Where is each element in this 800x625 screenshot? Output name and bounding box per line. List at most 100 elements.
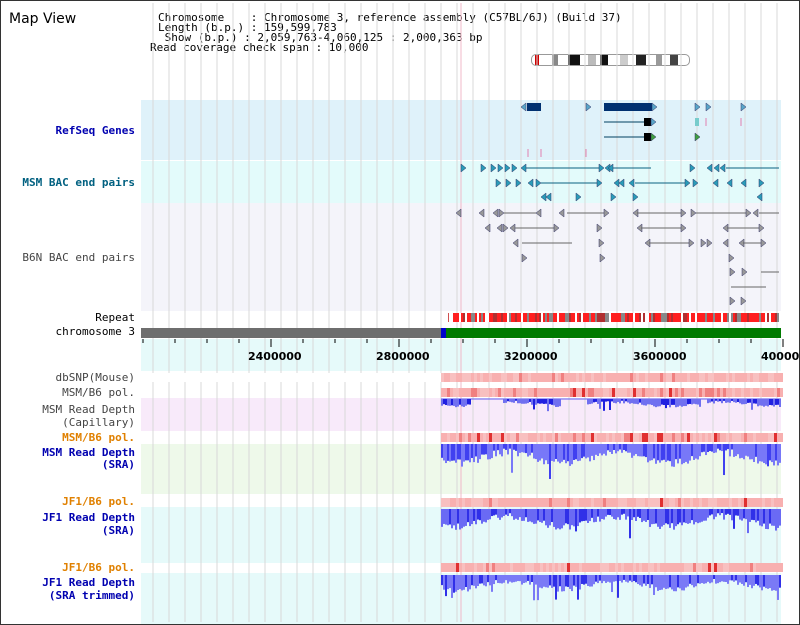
pol-cell (510, 498, 513, 507)
pol-cell (450, 373, 453, 382)
gene-arrow (596, 178, 603, 188)
depth-bar (593, 575, 595, 585)
depth-bar (519, 399, 521, 404)
depth-bar (753, 444, 755, 463)
depth-bar (491, 575, 493, 592)
depth-bar (583, 444, 585, 457)
depth-bar (619, 444, 621, 450)
depth-bar (715, 399, 717, 401)
chromosome-bar-gray (141, 328, 441, 338)
repeat-segment (571, 313, 573, 322)
pol-cell (774, 373, 777, 382)
pol-cell (516, 498, 519, 507)
pol-cell (564, 433, 567, 442)
depth-bar (769, 444, 771, 461)
depth-bar (473, 575, 475, 586)
pol-cell (633, 373, 636, 382)
depth-bar (779, 399, 781, 407)
pol-cell (495, 498, 498, 507)
pol-cell (480, 433, 483, 442)
depth-bar (745, 575, 747, 583)
depth-bar (625, 575, 627, 582)
pol-cell (543, 498, 546, 507)
pol-cell (498, 373, 501, 382)
depth-bar (669, 509, 671, 528)
pol-cell (621, 373, 624, 382)
depth-bar (595, 509, 597, 522)
pol-cell (690, 563, 693, 572)
pol-cell (600, 388, 603, 397)
pol-cell (744, 498, 747, 507)
pol-cell (576, 433, 579, 442)
repeat-segment (627, 313, 629, 322)
depth-bar (481, 575, 483, 584)
axis-tick-label: 4000000 (761, 350, 800, 363)
pol-cell (735, 433, 738, 442)
depth-bar (669, 399, 671, 408)
depth-bar (733, 575, 735, 582)
pol-cell (756, 563, 759, 572)
repeat-segment (563, 313, 565, 322)
depth-bar (515, 444, 517, 451)
repeat-segment (729, 313, 731, 322)
pol-cell (735, 388, 738, 397)
depth-bar (743, 509, 745, 519)
depth-bar (729, 575, 731, 581)
gene-arrow (598, 238, 605, 248)
depth-bar (469, 444, 471, 463)
pol-cell (507, 373, 510, 382)
depth-bar (551, 575, 553, 588)
jf1-depth-trim-label: JF1 Read Depth (42, 576, 135, 589)
pol-cell (555, 498, 558, 507)
depth-bar (557, 575, 559, 592)
repeat-segment (449, 313, 451, 322)
repeat-segment (511, 313, 513, 322)
repeat-segment (687, 313, 689, 322)
pol-cell (477, 388, 480, 397)
depth-bar (673, 399, 675, 405)
depth-bar (509, 444, 511, 449)
pol-cell (564, 563, 567, 572)
gene-arrow (460, 163, 467, 173)
gene-arrow (680, 208, 687, 218)
pol-cell (579, 563, 582, 572)
pol-cell (612, 563, 615, 572)
pol-cell (759, 388, 762, 397)
depth-bar (613, 509, 615, 520)
pol-cell (699, 388, 702, 397)
pol-cell (663, 388, 666, 397)
repeat-segment (543, 313, 545, 322)
depth-bar (683, 509, 685, 523)
pol-cell (525, 373, 528, 382)
pol-cell (615, 388, 618, 397)
pol-cell (669, 498, 672, 507)
depth-bar (503, 399, 505, 404)
depth-bar (485, 509, 487, 523)
depth-bar (753, 575, 755, 586)
pol-cell (627, 388, 630, 397)
pol-cell (777, 563, 780, 572)
depth-bar (595, 444, 597, 455)
depth-bar (701, 575, 703, 584)
pol-cell (450, 388, 453, 397)
pol-cell (585, 563, 588, 572)
pol-cell (573, 498, 576, 507)
depth-bar (703, 444, 705, 452)
depth-bar (467, 575, 469, 592)
depth-bar (747, 399, 749, 403)
depth-bar (667, 399, 669, 405)
pol-cell (480, 373, 483, 382)
depth-bar (763, 575, 765, 587)
depth-bar (593, 399, 595, 403)
depth-bar (675, 399, 677, 408)
pol-cell (630, 433, 633, 442)
repeat-segment (603, 313, 605, 322)
depth-bar (639, 575, 641, 586)
depth-bar (535, 575, 537, 585)
pol-cell (507, 388, 510, 397)
pol-cell (744, 373, 747, 382)
view-title: Map View (9, 11, 77, 27)
pol-cell (639, 433, 642, 442)
